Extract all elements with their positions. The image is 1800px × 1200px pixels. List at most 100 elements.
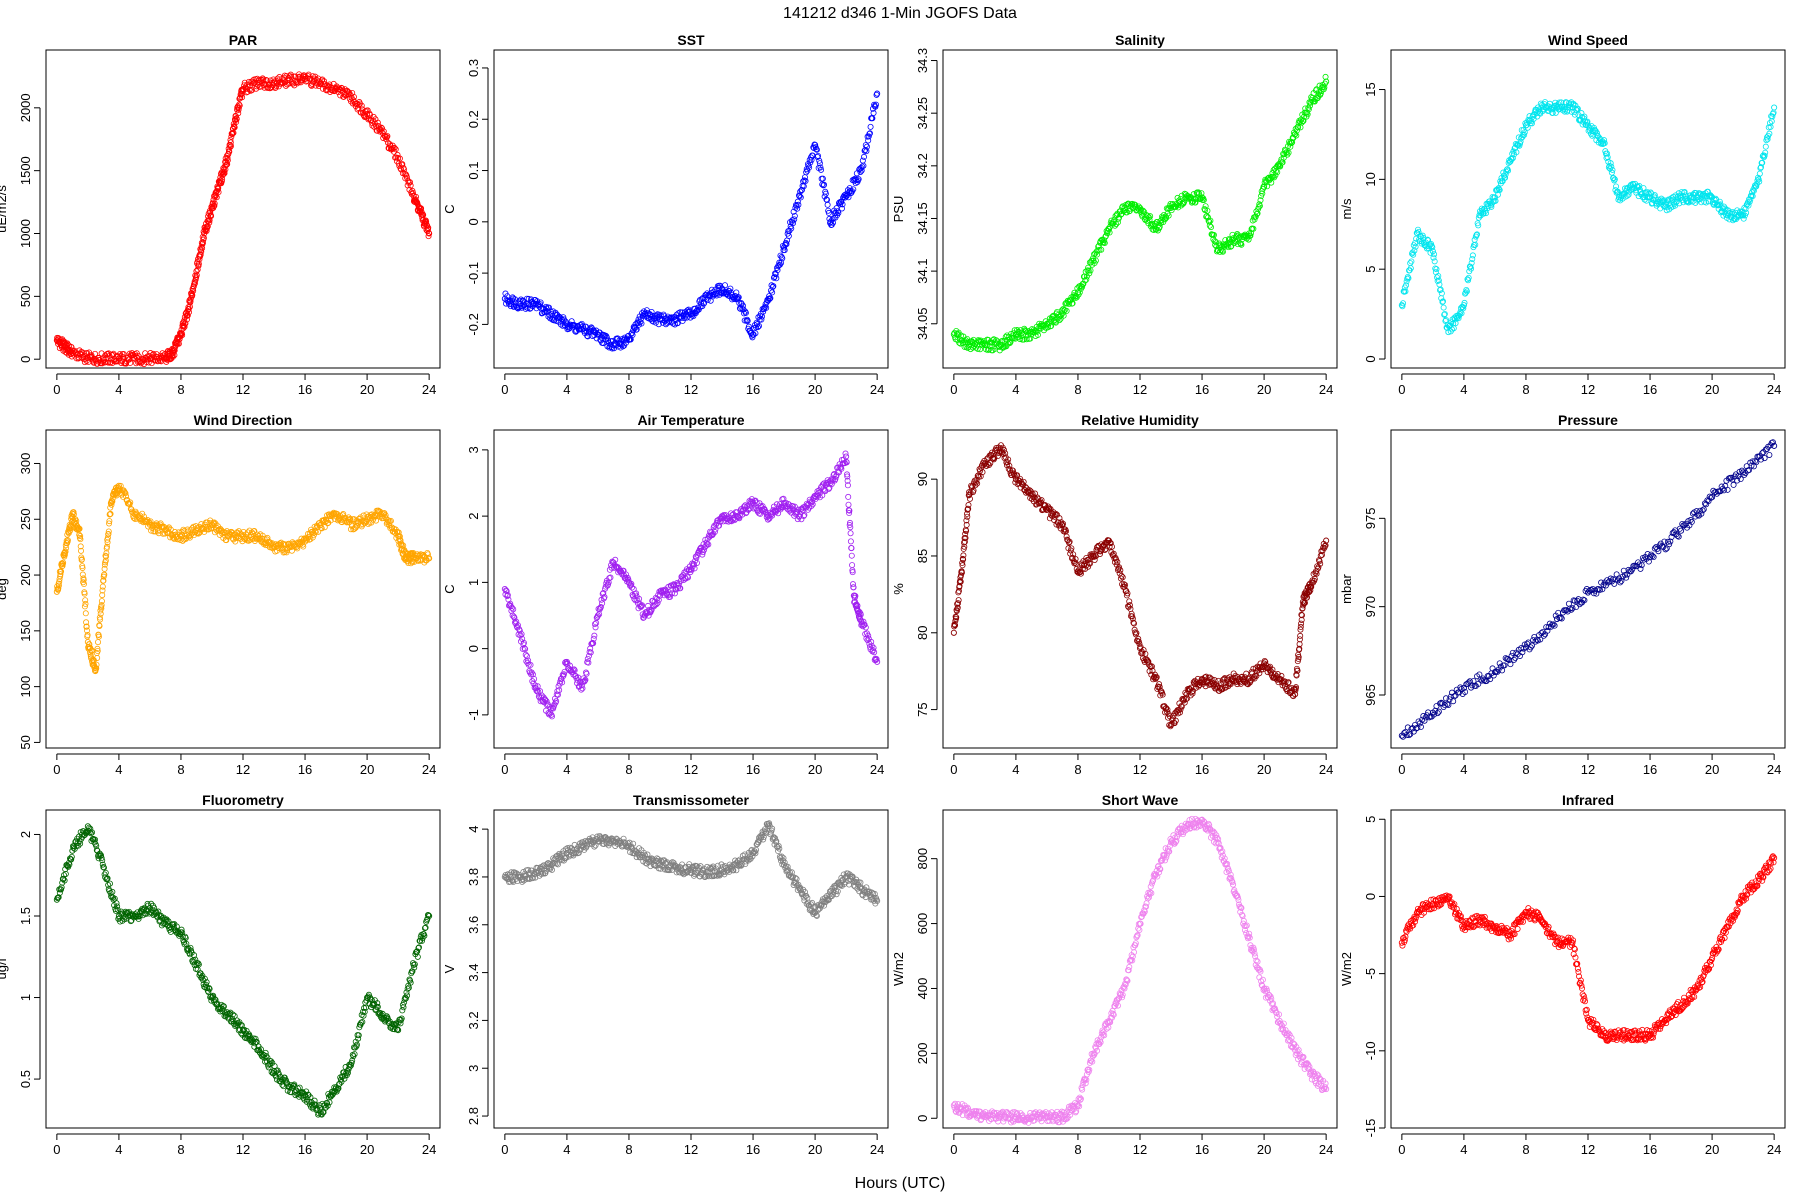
x-tick-label: 24 xyxy=(1767,382,1781,397)
x-tick-label: 24 xyxy=(870,382,884,397)
data-point xyxy=(1414,226,1421,233)
panel-title: Wind Speed xyxy=(1548,32,1628,48)
x-tick-label: 0 xyxy=(53,382,60,397)
data-point xyxy=(584,333,591,340)
y-tick-label: 3 xyxy=(466,446,481,453)
data-point xyxy=(1094,251,1101,258)
data-point xyxy=(814,153,821,160)
data-point xyxy=(197,251,204,258)
data-point xyxy=(752,330,759,337)
panel-title: Salinity xyxy=(1115,32,1165,48)
x-tick-label: 8 xyxy=(177,382,184,397)
y-tick-label: 150 xyxy=(18,620,33,642)
data-point xyxy=(855,177,862,184)
data-point xyxy=(233,115,240,122)
data-point xyxy=(1415,229,1422,236)
data-point xyxy=(802,178,809,185)
data-point xyxy=(1254,210,1261,217)
data-point xyxy=(127,359,134,366)
data-point xyxy=(1613,183,1620,190)
y-tick-label: 34.25 xyxy=(915,97,930,130)
data-point xyxy=(1227,243,1234,250)
main-title: 141212 d346 1-Min JGOFS Data xyxy=(783,5,1017,22)
data-point xyxy=(203,228,210,235)
data-point xyxy=(838,205,845,212)
y-tick-label: 15 xyxy=(1363,82,1378,96)
data-point xyxy=(227,139,234,146)
data-point xyxy=(326,81,333,88)
panel-title: PAR xyxy=(229,32,258,48)
data-point xyxy=(1023,336,1030,343)
data-point xyxy=(246,86,253,93)
x-tick-label: 4 xyxy=(1460,762,1467,777)
data-point xyxy=(312,82,319,89)
data-point xyxy=(848,552,855,559)
data-point xyxy=(816,160,823,167)
data-point xyxy=(761,305,768,312)
data-point xyxy=(1228,243,1235,250)
data-point xyxy=(783,241,790,248)
data-point xyxy=(1219,247,1226,254)
data-point xyxy=(816,157,823,164)
data-point xyxy=(253,83,260,90)
data-point xyxy=(169,353,176,360)
x-tick-label: 12 xyxy=(1133,382,1147,397)
data-point xyxy=(1399,303,1406,310)
data-point xyxy=(1207,224,1214,231)
data-point xyxy=(1289,139,1296,146)
data-point xyxy=(1259,190,1266,197)
data-point xyxy=(1405,275,1412,282)
data-point xyxy=(872,101,879,108)
data-point xyxy=(870,110,877,117)
data-point xyxy=(735,294,742,301)
plot-frame xyxy=(493,49,889,369)
data-point xyxy=(798,186,805,193)
data-point xyxy=(305,71,312,78)
data-point xyxy=(1268,179,1275,186)
data-point xyxy=(1083,276,1090,283)
data-point xyxy=(399,161,406,168)
data-point xyxy=(193,268,200,275)
data-point xyxy=(693,307,700,314)
data-point xyxy=(1273,168,1280,175)
data-point xyxy=(193,272,200,279)
data-point xyxy=(722,282,729,289)
data-point xyxy=(758,316,765,323)
data-point xyxy=(1432,265,1439,272)
data-point xyxy=(115,358,122,365)
data-point xyxy=(795,201,802,208)
y-tick-label: 80 xyxy=(915,626,930,640)
data-point xyxy=(228,142,235,149)
data-point xyxy=(1298,119,1305,126)
y-tick-label: 0.3 xyxy=(466,59,481,77)
y-tick-label: 500 xyxy=(18,286,33,308)
data-point xyxy=(742,309,749,316)
data-point xyxy=(1407,260,1414,267)
data-point xyxy=(231,124,238,131)
data-point xyxy=(1458,310,1465,317)
data-point xyxy=(391,144,398,151)
x-tick-label: 12 xyxy=(684,382,698,397)
x-tick-label: 12 xyxy=(1581,382,1595,397)
x-tick-label: 4 xyxy=(115,382,122,397)
x-tick-label: 0 xyxy=(950,762,957,777)
data-point xyxy=(1288,140,1295,147)
data-point xyxy=(213,194,220,201)
data-point xyxy=(871,103,878,110)
data-point xyxy=(824,201,831,208)
data-point xyxy=(338,84,345,91)
x-tick-label: 20 xyxy=(808,382,822,397)
x-tick-label: 16 xyxy=(1195,382,1209,397)
data-point xyxy=(99,583,106,590)
y-axis-label: m/s xyxy=(1339,198,1354,219)
data-point xyxy=(1285,149,1292,156)
data-point xyxy=(1440,304,1447,311)
data-point xyxy=(180,325,187,332)
data-point xyxy=(631,325,638,332)
data-point xyxy=(218,178,225,185)
data-point xyxy=(396,155,403,162)
data-point xyxy=(227,144,234,151)
data-point xyxy=(1307,102,1314,109)
